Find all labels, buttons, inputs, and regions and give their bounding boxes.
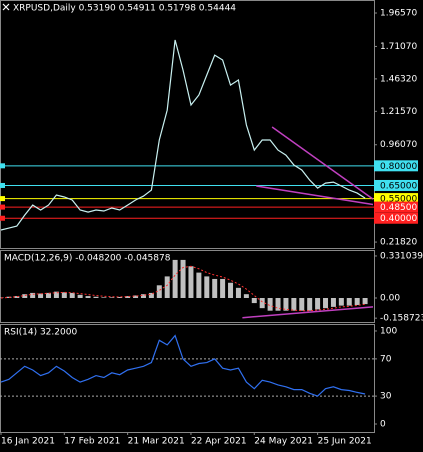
level-price-box (374, 201, 418, 213)
y-tick-label: 0 (380, 420, 386, 430)
histogram-bar (299, 298, 305, 311)
level-price-label: 0.40000 (380, 214, 417, 224)
histogram-bar (346, 298, 352, 306)
series-line (0, 334, 366, 397)
histogram-bar (117, 296, 123, 298)
histogram-bar (45, 292, 51, 298)
histogram-bar (283, 298, 289, 311)
signal-line (0, 265, 366, 312)
histogram-bar (267, 298, 273, 311)
histogram-bar (38, 293, 44, 298)
level-price-label: 0.80000 (380, 162, 417, 172)
level-anchor (0, 204, 5, 210)
histogram-bar (275, 298, 281, 311)
histogram-bar (156, 285, 162, 298)
macd-panel-frame (0, 250, 375, 323)
histogram-bar (188, 266, 194, 298)
y-tick-label: 1.21570 (380, 107, 417, 117)
level-anchor (0, 215, 5, 221)
x-tick-label: 16 Jan 2021 (1, 437, 55, 447)
histogram-bar (338, 298, 344, 306)
histogram-bar (125, 296, 131, 298)
histogram-bar (259, 298, 265, 309)
y-tick-label: 0.331039 (380, 251, 423, 261)
rsi-title: RSI(14) 32.2000 (4, 328, 77, 338)
histogram-bar (69, 292, 75, 298)
histogram-bar (354, 298, 360, 305)
y-tick-label: 30 (380, 392, 392, 402)
histogram-bar (172, 259, 178, 298)
x-tick-label: 25 Jun 2021 (318, 437, 372, 447)
histogram-bar (323, 298, 329, 309)
histogram-bar (291, 298, 297, 311)
histogram-bar (77, 294, 83, 298)
y-tick-label: -0.158723 (380, 314, 423, 324)
histogram-bar (235, 287, 241, 298)
price-panel-frame (0, 0, 375, 249)
histogram-bar (53, 291, 59, 298)
histogram-bar (61, 292, 67, 298)
level-price-label: 0.65000 (380, 181, 417, 191)
level-anchor (0, 163, 5, 169)
y-tick-label: 0.21820 (380, 238, 417, 248)
level-price-label: 0.55000 (380, 195, 417, 205)
histogram-bar (196, 272, 202, 298)
rsi-panel-frame (0, 324, 375, 433)
histogram-bar (251, 298, 257, 304)
histogram-bar (93, 296, 99, 298)
y-tick-label: 100 (380, 326, 397, 336)
histogram-bar (362, 298, 368, 305)
level-anchor (0, 196, 5, 202)
histogram-bar (140, 294, 146, 298)
histogram-bar (14, 296, 20, 298)
level-price-box (374, 193, 418, 205)
y-tick-label: 1.96570 (380, 9, 417, 19)
histogram-bar (30, 292, 36, 298)
histogram-bar (101, 297, 107, 298)
histogram-bar (212, 278, 218, 298)
trendline (271, 126, 374, 200)
y-tick-label: 1.71070 (380, 42, 417, 52)
y-tick-label: 0.00 (380, 294, 400, 304)
histogram-bar (204, 276, 210, 298)
histogram-bar (315, 298, 321, 310)
histogram-bar (85, 296, 91, 298)
level-price-box (374, 212, 418, 224)
y-tick-label: 1.46320 (380, 74, 417, 84)
x-tick-label: 22 Apr 2021 (191, 437, 247, 447)
histogram-bar (180, 259, 186, 298)
histogram-bar (133, 295, 139, 298)
level-price-box (374, 179, 418, 191)
x-tick-label: 21 Mar 2021 (128, 437, 185, 447)
histogram-bar (148, 292, 154, 298)
y-tick-label: 70 (380, 354, 392, 364)
histogram-bar (307, 298, 313, 311)
chart-title: XRPUSD,Daily 0.53190 0.54911 0.51798 0.5… (13, 4, 236, 14)
histogram-bar (164, 276, 170, 298)
histogram-bar (330, 298, 336, 307)
series-line (0, 39, 366, 231)
level-price-box (374, 160, 418, 172)
histogram-bar (6, 296, 12, 298)
histogram-bar (109, 297, 115, 298)
symbol-icon (2, 3, 10, 11)
x-tick-label: 17 Feb 2021 (64, 437, 120, 447)
level-price-label: 0.48500 (380, 203, 417, 213)
macd-title: MACD(12,26,9) -0.048200 -0.045878 (4, 254, 171, 264)
level-anchor (0, 182, 5, 188)
histogram-bar (22, 294, 28, 298)
y-tick-label: 0.96070 (380, 140, 417, 150)
trendline (256, 185, 374, 206)
trendline (242, 306, 374, 319)
histogram-bar (228, 282, 234, 298)
histogram-bar (243, 294, 249, 298)
x-tick-label: 24 May 2021 (254, 437, 313, 447)
histogram-bar (220, 278, 226, 298)
